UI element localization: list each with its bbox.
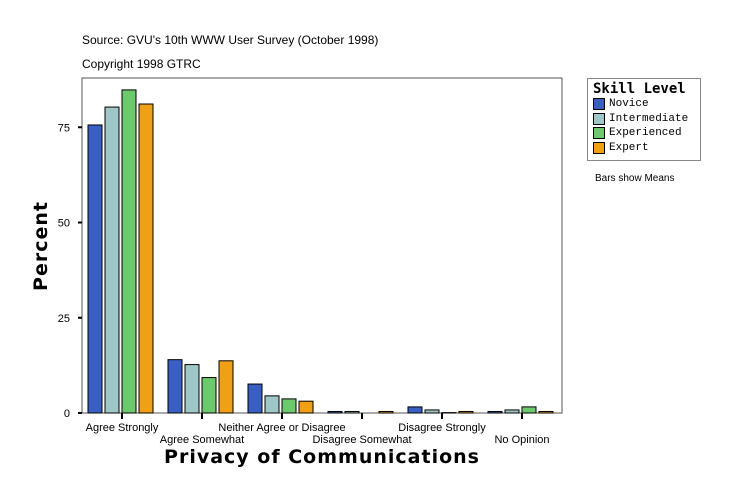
bar-expert [458,410,474,414]
bar-intermediate [264,395,280,414]
legend-item: Novice [593,97,700,112]
legend-item: Experienced [593,126,700,141]
legend-title: Skill Level [593,81,686,97]
bar-intermediate [184,364,200,414]
bar-experienced [281,398,297,414]
legend-item: Intermediate [593,112,700,127]
legend-label: Expert [609,141,649,154]
plot-frame [81,77,563,414]
legend-label: Intermediate [609,112,689,125]
y-tick-label: 0 [64,408,70,420]
bar-expert [378,410,394,414]
legend-item: Expert [593,141,700,156]
bar-experienced [201,377,217,414]
bar-expert [218,360,234,414]
x-tick-label: Agree Somewhat [160,434,244,446]
y-tick-label: 50 [58,218,70,230]
bar-intermediate [504,409,520,414]
legend-label: Experienced [609,127,682,140]
source-text: Source: GVU's 10th WWW User Survey (Octo… [82,33,379,47]
legend-label: Novice [609,98,649,111]
bar-novice [247,383,263,414]
bars-note: Bars show Means [595,173,675,184]
legend-swatch [593,127,605,140]
bar-novice [407,406,423,414]
bar-expert [138,103,154,414]
legend-swatch [593,112,605,125]
x-tick-label: Disagree Somewhat [312,434,411,446]
bar-novice [167,359,183,414]
y-tick-label: 75 [58,122,70,134]
bar-experienced [121,89,137,414]
y-tick-label: 25 [58,313,70,325]
bar-intermediate [104,106,120,414]
x-tick-label: Disagree Strongly [398,422,486,434]
copyright-text: Copyright 1998 GTRC [82,57,201,71]
bar-intermediate [344,410,360,414]
bar-expert [538,410,554,414]
bar-intermediate [424,409,440,414]
bar-novice [487,410,503,414]
x-tick-label: No Opinion [494,434,549,446]
y-axis-label: Percent [30,201,52,291]
x-axis-label: Privacy of Communications [164,446,480,468]
x-tick-label: Neither Agree or Disagree [218,422,345,434]
x-tick-label: Agree Strongly [86,422,159,434]
bar-novice [327,410,343,414]
bar-expert [298,400,314,414]
legend-swatch [593,98,605,111]
bar-experienced [521,406,537,414]
legend: Skill Level Novice Intermediate Experience… [587,78,701,161]
bar-novice [87,124,103,414]
legend-swatch [593,141,605,154]
